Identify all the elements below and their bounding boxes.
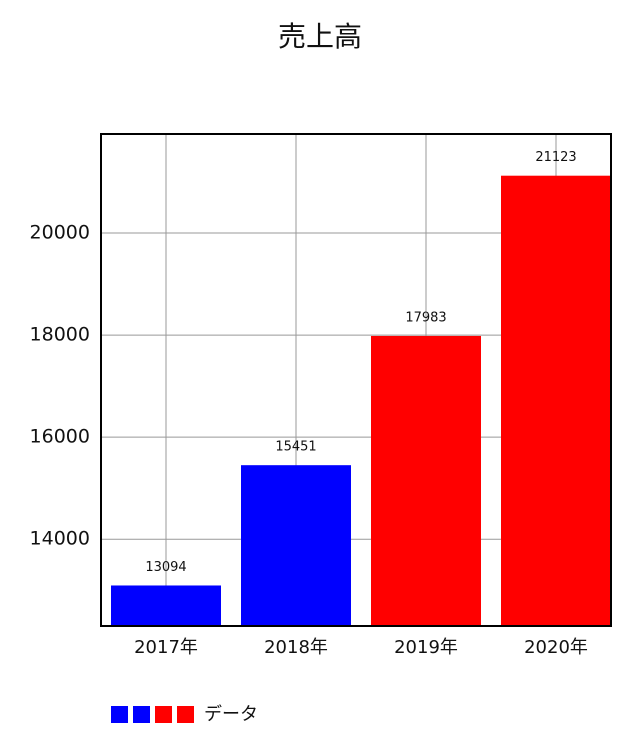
x-tick-label: 2019年 (394, 637, 458, 658)
bar (241, 465, 351, 626)
bar (371, 335, 481, 626)
y-tick-label: 20000 (30, 222, 90, 244)
x-tick-label: 2017年 (134, 637, 198, 658)
x-tick-label: 2020年 (524, 637, 588, 658)
value-label: 21123 (535, 150, 576, 165)
bar (501, 175, 611, 626)
plot-frame (100, 133, 612, 627)
legend-swatch (177, 706, 194, 723)
x-tick-label: 2018年 (264, 637, 328, 658)
legend-label: データ (204, 704, 258, 725)
y-tick-label: 16000 (30, 426, 90, 448)
value-label: 15451 (275, 440, 316, 455)
y-tick-label: 18000 (30, 324, 90, 346)
value-label: 13094 (145, 560, 186, 575)
bar (111, 585, 221, 626)
legend-swatch (133, 706, 150, 723)
chart-title: 売上高 (278, 20, 362, 53)
y-tick-label: 14000 (30, 528, 90, 550)
value-label: 17983 (405, 310, 446, 325)
legend-swatch (111, 706, 128, 723)
legend-swatch (155, 706, 172, 723)
